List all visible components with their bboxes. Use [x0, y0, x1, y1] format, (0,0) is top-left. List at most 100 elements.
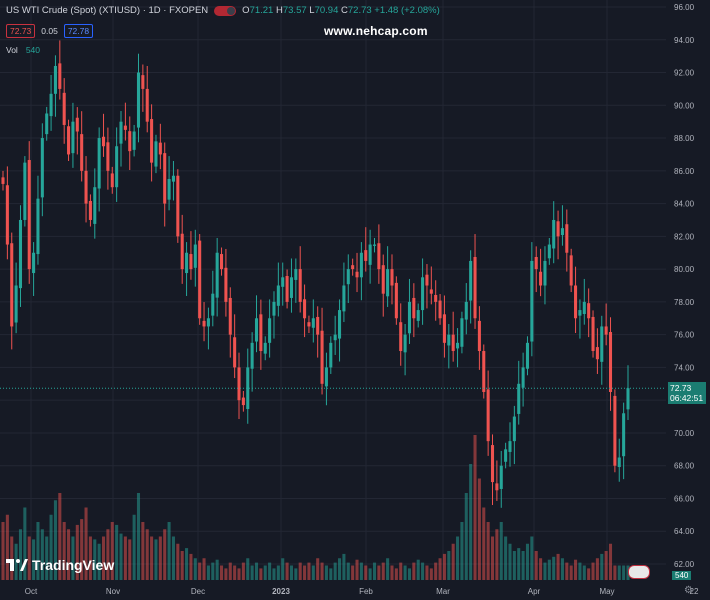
- volume-bar: [570, 566, 573, 581]
- candle-body: [613, 396, 616, 466]
- candle-body: [364, 250, 367, 261]
- candle-body: [552, 220, 555, 249]
- volume-bar: [251, 566, 254, 581]
- candle-body: [600, 326, 603, 361]
- candle-body: [522, 367, 525, 387]
- time-tick-label: Feb: [359, 587, 373, 596]
- candle-body: [128, 131, 131, 151]
- volume-legend[interactable]: Vol 540: [6, 45, 40, 55]
- candle-body: [482, 351, 485, 392]
- volume-bar: [246, 558, 249, 580]
- volume-bar: [329, 568, 332, 580]
- volume-bar: [259, 568, 262, 580]
- ohlc-values: O71.21 H73.57 L70.94 C72.73 +1.48 (+2.08…: [242, 5, 440, 16]
- price-tick-label: 64.00: [674, 527, 695, 536]
- time-axis[interactable]: Oct Nov Dec 2023 Feb Mar Apr May 22: [25, 587, 699, 596]
- candle-body: [141, 75, 144, 89]
- volume-bar: [513, 551, 516, 580]
- volume-bar: [390, 566, 393, 581]
- candle-body: [41, 138, 44, 197]
- volume-bar: [355, 560, 358, 580]
- candle-body: [338, 310, 341, 339]
- change-value: +1.48 (+2.08%): [374, 5, 440, 16]
- volume-bar: [609, 544, 612, 580]
- price-tick-label: 70.00: [674, 429, 695, 438]
- volume-bar: [360, 563, 363, 580]
- volume-bar: [312, 566, 315, 581]
- time-tick-label: Apr: [528, 587, 541, 596]
- volume-bar: [133, 515, 136, 580]
- volume-bar: [408, 568, 411, 580]
- candle-body: [185, 253, 188, 273]
- candle-body: [76, 118, 79, 132]
- high-value: 73.57: [283, 5, 307, 16]
- candle-body: [119, 122, 122, 144]
- volume-bar: [421, 563, 424, 580]
- volume-bar: [115, 525, 118, 580]
- us-flag-icon[interactable]: [628, 565, 650, 579]
- gear-icon[interactable]: ⚙: [684, 585, 693, 596]
- volume-bar: [146, 529, 149, 580]
- volume-bar: [456, 537, 459, 581]
- sell-price-button[interactable]: 72.73: [6, 24, 35, 38]
- candle-body: [373, 245, 376, 246]
- price-tick-label: 90.00: [674, 101, 695, 110]
- volume-label: Vol: [6, 45, 18, 55]
- volume-bar: [185, 548, 188, 580]
- volume-bar: [194, 558, 197, 580]
- volume-bar: [605, 551, 608, 580]
- buy-price-button[interactable]: 72.78: [64, 24, 93, 38]
- candle-body: [36, 199, 39, 254]
- market-status-toggle[interactable]: [214, 6, 236, 16]
- candle-body: [50, 94, 53, 116]
- candle-body: [15, 286, 18, 323]
- volume-bar: [412, 563, 415, 580]
- candle-body: [67, 126, 70, 154]
- candle-body: [557, 221, 560, 236]
- candle-body: [290, 277, 293, 298]
- volume-bar: [557, 554, 560, 580]
- price-tick-label: 68.00: [674, 462, 695, 471]
- candle-body: [369, 245, 372, 265]
- chart-header: US WTI Crude (Spot) (XTIUSD) · 1D · FXOP…: [6, 5, 440, 16]
- volume-bar: [592, 563, 595, 580]
- volume-bar: [325, 566, 328, 581]
- volume-bar: [543, 563, 546, 580]
- volume-bar: [211, 563, 214, 580]
- candle-body: [71, 122, 74, 153]
- candle-body: [58, 63, 61, 89]
- candle-body: [355, 272, 358, 278]
- volume-bar: [530, 537, 533, 581]
- volume-bar: [508, 544, 511, 580]
- tradingview-logo[interactable]: TradingView: [6, 557, 114, 573]
- time-tick-label: 2023: [272, 587, 290, 596]
- candle-body: [159, 143, 162, 155]
- time-tick-label: May: [599, 587, 614, 596]
- volume-bar: [290, 566, 293, 581]
- candle-body: [224, 268, 227, 302]
- volume-bar: [342, 554, 345, 580]
- volume-bar: [548, 560, 551, 580]
- symbol-title[interactable]: US WTI Crude (Spot) (XTIUSD) · 1D · FXOP…: [6, 5, 208, 16]
- volume-bar: [299, 563, 302, 580]
- candle-body: [281, 277, 284, 287]
- price-tick-label: 82.00: [674, 232, 695, 241]
- price-axis[interactable]: 96.00 94.00 92.00 90.00 88.00 86.00 84.00 82.00…: [674, 3, 695, 569]
- candle-body: [460, 318, 463, 347]
- candle-body: [93, 187, 96, 224]
- volume-bar: [574, 560, 577, 580]
- volume-bar: [565, 563, 568, 580]
- candle-body: [360, 253, 363, 278]
- low-value: 70.94: [315, 5, 339, 16]
- candle-body: [168, 179, 171, 200]
- volume-bar: [198, 563, 201, 580]
- candle-body: [626, 388, 629, 409]
- candle-body: [106, 142, 109, 171]
- volume-bar: [613, 566, 616, 581]
- volume-bar: [119, 534, 122, 580]
- volume-bar: [491, 537, 494, 581]
- candle-body: [181, 234, 184, 269]
- candle-body: [172, 176, 175, 182]
- volume-bar: [517, 548, 520, 580]
